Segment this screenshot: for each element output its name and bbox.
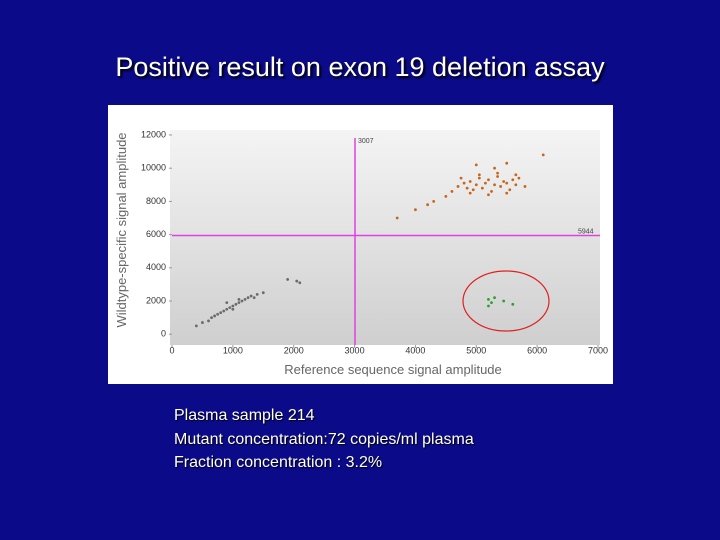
point (255, 292, 259, 296)
x-tick-label: 4000 (405, 345, 425, 355)
point (502, 299, 506, 303)
y-axis-label: Wildtype-specific signal amplitude (114, 132, 129, 327)
point (511, 178, 515, 182)
highlight-circle (462, 270, 550, 332)
point (298, 281, 302, 285)
point (414, 208, 417, 212)
point (484, 181, 487, 185)
point (432, 199, 436, 203)
y-tick-label: 4000 (146, 262, 166, 272)
point (490, 190, 493, 193)
point (496, 171, 499, 175)
point (499, 185, 503, 188)
point (474, 163, 478, 167)
point (468, 180, 472, 183)
point (252, 296, 256, 300)
point (219, 311, 223, 315)
point (465, 186, 469, 190)
point (426, 203, 429, 207)
point (249, 294, 253, 298)
point (456, 185, 460, 188)
threshold-label: 3007 (358, 138, 374, 145)
x-tick-label: 1000 (223, 345, 243, 355)
point (225, 307, 229, 311)
x-tick-label: 3000 (345, 345, 365, 355)
point (468, 191, 472, 195)
point (541, 153, 545, 157)
point (234, 302, 238, 306)
point (243, 297, 247, 301)
point (493, 183, 496, 187)
point (395, 216, 399, 220)
point (228, 306, 232, 310)
point (487, 193, 490, 197)
y-tick-label: 0 (161, 329, 166, 339)
point (286, 278, 290, 281)
point (523, 185, 527, 188)
point (222, 309, 226, 313)
point (459, 176, 463, 180)
chart: Reference sequence signal amplitude Wild… (108, 105, 613, 384)
point (505, 191, 509, 195)
point (444, 195, 448, 198)
point (477, 173, 481, 177)
point (487, 304, 490, 308)
point (514, 183, 518, 187)
y-tick-label: 10000 (141, 163, 166, 173)
point (213, 314, 216, 318)
point (487, 297, 490, 301)
y-tick-label: 8000 (146, 196, 166, 206)
point (505, 181, 509, 185)
y-tick-label: 6000 (146, 229, 166, 239)
threshold-label: 5944 (578, 228, 594, 235)
point (511, 302, 515, 306)
point (237, 301, 241, 305)
point (480, 186, 484, 190)
point (450, 190, 454, 193)
point (207, 319, 210, 323)
slide-title: Positive result on exon 19 deletion assa… (115, 52, 605, 82)
note: Mutant concentration:72 copies/ml plasma (174, 431, 474, 448)
point (261, 291, 265, 295)
x-tick-label: 7000 (588, 345, 608, 355)
point (237, 297, 241, 301)
plot-area (170, 130, 600, 345)
point (216, 312, 220, 316)
point (490, 301, 493, 305)
point (295, 279, 299, 283)
point (474, 183, 478, 187)
y-tick-label: 2000 (146, 295, 166, 305)
point (225, 301, 229, 305)
note: Plasma sample 214 (174, 407, 315, 424)
x-tick-label: 5000 (466, 345, 486, 355)
y-tick-label: 12000 (141, 129, 166, 139)
x-tick-label: 6000 (527, 345, 547, 355)
point (210, 316, 213, 320)
point (514, 173, 518, 177)
point (496, 175, 499, 178)
point (502, 180, 506, 183)
point (471, 188, 475, 192)
point (462, 181, 466, 185)
point (246, 296, 250, 300)
note: Fraction concentration : 3.2% (174, 454, 383, 471)
x-tick-label: 0 (169, 345, 174, 355)
x-tick-label: 2000 (284, 345, 304, 355)
point (493, 296, 496, 300)
point (201, 321, 204, 324)
point (194, 324, 198, 328)
point (231, 307, 235, 311)
point (477, 176, 481, 180)
x-axis-label: Reference sequence signal amplitude (284, 362, 502, 377)
point (505, 161, 509, 165)
point (231, 304, 235, 308)
point (487, 178, 490, 182)
point (517, 176, 521, 180)
point (508, 188, 512, 192)
point (493, 166, 496, 170)
point (240, 299, 244, 303)
